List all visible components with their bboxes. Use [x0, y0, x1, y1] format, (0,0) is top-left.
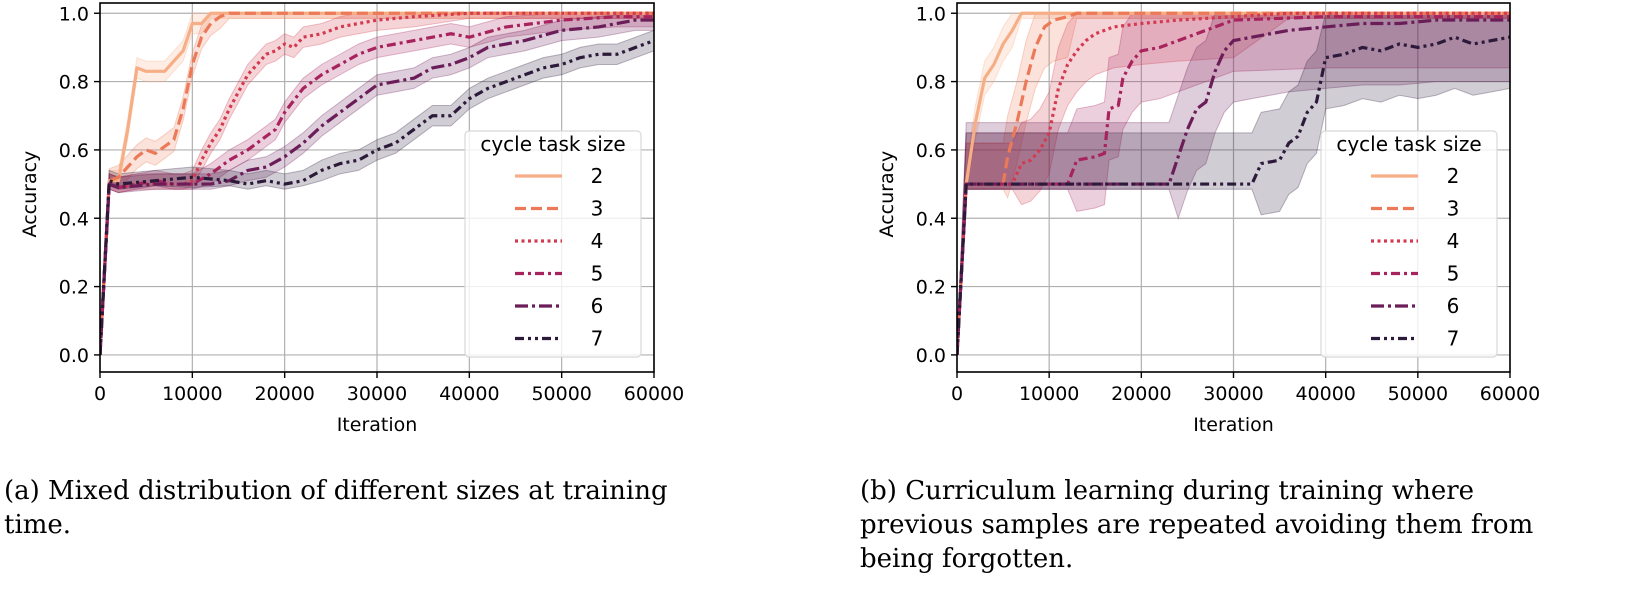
x-tick-label: 10000	[1019, 383, 1079, 405]
caption-a: (a) Mixed distribution of different size…	[4, 476, 668, 540]
confidence-band-3	[957, 12, 1510, 355]
legend-label-5: 5	[1447, 262, 1460, 286]
x-tick-label: 40000	[1295, 383, 1355, 405]
series-line-2	[957, 11, 1510, 356]
x-tick-label: 0	[94, 383, 106, 405]
legend-box	[1320, 130, 1498, 358]
legend-label-4: 4	[1447, 229, 1460, 253]
legend: cycle task size 2 3 4 5 6 7	[1320, 130, 1498, 358]
legend-label-2: 2	[1447, 164, 1460, 188]
y-tick-label: 0.2	[59, 277, 89, 299]
y-axis-label: Accuracy	[19, 151, 41, 238]
y-tick-label: 0.6	[59, 140, 89, 162]
x-axis-label: Iteration	[337, 414, 418, 436]
chart-panel-a: 0 10000 20000 30000 40000 50000 60000 0.0 0.2 0.4…	[19, 2, 684, 436]
confidence-band-2	[957, 12, 1510, 355]
legend-label-7: 7	[591, 327, 604, 351]
series-line-6	[957, 18, 1510, 356]
legend-label-4: 4	[591, 229, 604, 253]
x-tick-label: 30000	[347, 383, 407, 405]
x-axis-label: Iteration	[1193, 414, 1274, 436]
plot-area	[100, 11, 654, 356]
y-tick-label: 0.0	[59, 345, 89, 367]
legend-label-3: 3	[591, 197, 604, 221]
legend-label-7: 7	[1447, 327, 1460, 351]
chart-panel-b: 0 10000 20000 30000 40000 50000 60000 0.0 0.2 0.4…	[876, 2, 1540, 436]
figure: 0 10000 20000 30000 40000 50000 60000 0.0 0.2 0.4…	[19, 2, 1540, 436]
confidence-band-3	[100, 12, 654, 355]
legend-label-3: 3	[1447, 197, 1460, 221]
plot-area	[957, 11, 1510, 356]
x-tick-label: 50000	[531, 383, 591, 405]
y-tick-label: 0.8	[916, 72, 946, 94]
x-tick-label: 30000	[1203, 383, 1263, 405]
confidence-band-2	[100, 12, 654, 355]
caption-b: (b) Curriculum learning during training …	[860, 476, 1534, 574]
x-tick-label: 60000	[624, 383, 684, 405]
x-tick-label: 20000	[1111, 383, 1171, 405]
legend-title: cycle task size	[1336, 132, 1481, 156]
x-tick-label: 10000	[162, 383, 222, 405]
series-line-4	[957, 11, 1510, 356]
y-tick-label: 1.0	[916, 3, 946, 25]
x-tick-label: 60000	[1480, 383, 1540, 405]
series-line-6	[100, 18, 654, 356]
y-tick-label: 0.4	[59, 208, 89, 230]
series-line-3	[100, 11, 654, 356]
series-line-5	[957, 15, 1510, 356]
x-tick-label: 0	[951, 383, 963, 405]
series-line-5	[100, 15, 654, 356]
confidence-band-4	[100, 12, 654, 355]
legend: cycle task size 2 3 4 5 6 7	[464, 130, 642, 358]
legend-label-2: 2	[591, 164, 604, 188]
legend-label-5: 5	[591, 262, 604, 286]
y-tick-label: 0.8	[59, 72, 89, 94]
legend-title: cycle task size	[480, 132, 625, 156]
y-tick-label: 0.2	[916, 277, 946, 299]
series-line-7	[957, 35, 1510, 356]
legend-box	[464, 130, 642, 358]
x-tick-label: 50000	[1388, 383, 1448, 405]
y-tick-label: 0.0	[916, 345, 946, 367]
y-tick-label: 1.0	[59, 3, 89, 25]
y-tick-label: 0.6	[916, 140, 946, 162]
series-line-2	[100, 11, 654, 356]
legend-label-6: 6	[1447, 294, 1460, 318]
x-tick-label: 40000	[439, 383, 499, 405]
legend-label-6: 6	[591, 294, 604, 318]
x-tick-label: 20000	[254, 383, 314, 405]
confidence-band-4	[957, 12, 1510, 355]
y-axis-label: Accuracy	[876, 151, 898, 238]
confidence-band-7	[100, 29, 654, 355]
y-tick-label: 0.4	[916, 208, 946, 230]
series-line-7	[100, 39, 654, 356]
